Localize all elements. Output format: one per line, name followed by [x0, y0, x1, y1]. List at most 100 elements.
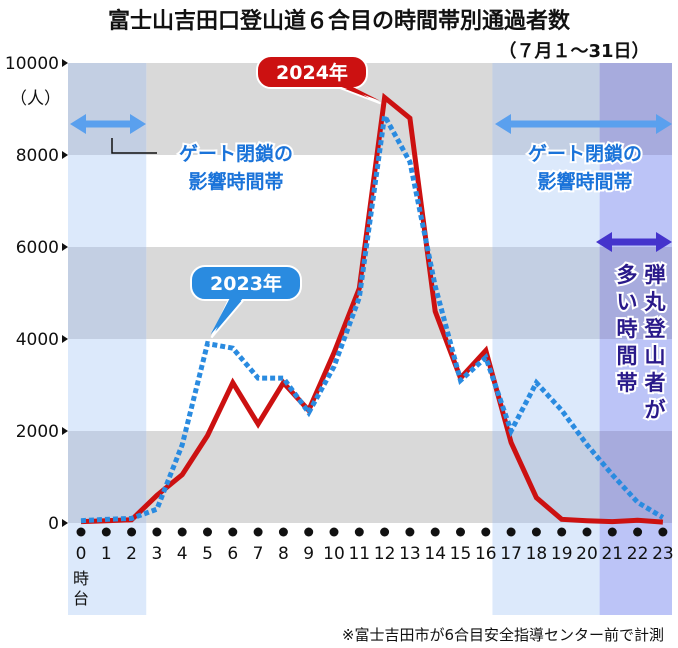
- x-tick-label-9: 9: [303, 544, 314, 564]
- footnote: ※富士吉田市が6合目安全指導センター前で計測: [342, 626, 664, 644]
- legend-pointer-fill-2023: [210, 296, 245, 335]
- x-tick-dot-14: [430, 527, 440, 537]
- x-tick-dot-4: [177, 527, 187, 537]
- legend-2024: 2024年: [256, 55, 382, 105]
- gate-left-annotation-line-0: ゲート閉鎖の: [179, 142, 293, 165]
- gate-left-overlap-2: [68, 431, 147, 523]
- x-tick-label-16: 16: [475, 544, 497, 564]
- x-tick-label-0: 0: [76, 544, 87, 564]
- gate-right-annotation-line-0: ゲート閉鎖の: [528, 142, 642, 165]
- x-axis-unit-label-1: 時: [73, 569, 89, 588]
- gate-left-annotation-line-1: 影響時間帯: [188, 170, 283, 193]
- x-tick-label-2: 2: [126, 544, 137, 564]
- x-tick-label-3: 3: [151, 544, 162, 564]
- x-tick-dot-22: [633, 527, 643, 537]
- x-tick-label-13: 13: [399, 544, 421, 564]
- gate-left-overlap-1: [68, 247, 147, 339]
- x-tick-label-21: 21: [601, 544, 623, 564]
- y-tick-0: [62, 519, 68, 527]
- x-tick-label-19: 19: [551, 544, 573, 564]
- x-tick-dot-3: [152, 527, 162, 537]
- x-tick-dot-13: [405, 527, 415, 537]
- bullet-annotation-col1-char-1: 丸: [644, 290, 667, 314]
- x-tick-dot-21: [607, 527, 617, 537]
- x-tick-label-8: 8: [278, 544, 289, 564]
- x-tick-dot-12: [380, 527, 390, 537]
- y-tick-label-8000: 8000: [16, 146, 59, 166]
- legend-box-2023: [190, 265, 302, 301]
- x-tick-dot-6: [228, 527, 238, 537]
- bullet-annotation-col1-char-3: 山: [645, 344, 666, 368]
- x-tick-label-4: 4: [177, 544, 188, 564]
- y-tick-label-2000: 2000: [16, 422, 59, 442]
- bullet-arrow-head-right: [656, 232, 672, 252]
- x-tick-label-10: 10: [323, 544, 345, 564]
- legend-pointer-fill-2024: [333, 84, 380, 101]
- bullet-arrow-head-left: [596, 232, 612, 252]
- gate-arrow-left-head-right: [130, 114, 146, 134]
- x-tick-label-23: 23: [652, 544, 674, 564]
- gate-left-overlap-0: [68, 63, 147, 155]
- bullet-annotation-col1-char-0: 弾: [645, 263, 666, 287]
- y-tick-6000: [62, 243, 68, 251]
- x-tick-dot-0: [76, 527, 86, 537]
- x-tick-label-11: 11: [348, 544, 370, 564]
- bullet-annotation-col1-char-4: 者: [645, 371, 666, 395]
- y-tick-label-10000: 10000: [5, 54, 59, 74]
- x-tick-dot-16: [481, 527, 491, 537]
- chart-title: 富士山吉田口登山道６合目の時間帯別通過者数: [108, 8, 571, 34]
- bullet-overlap-2: [599, 431, 672, 523]
- series-line-2024年: [80, 92, 664, 525]
- y-tick-label-0: 0: [48, 514, 59, 534]
- legend-2023: 2023年: [190, 265, 302, 339]
- bullet-annotation-col2-char-2: 時: [617, 317, 638, 341]
- gate-arrow-right: [495, 114, 672, 134]
- x-tick-label-5: 5: [202, 544, 213, 564]
- y-tick-8000: [62, 151, 68, 159]
- gate-right-annotation-line-1: 影響時間帯: [537, 170, 632, 193]
- bullet-overlap-0: [599, 63, 672, 155]
- legend-label-2023: 2023年: [210, 272, 282, 295]
- x-tick-dot-15: [456, 527, 465, 537]
- x-tick-label-1: 1: [101, 544, 112, 564]
- x-tick-dot-11: [354, 527, 364, 537]
- x-tick-label-20: 20: [576, 544, 598, 564]
- x-tick-label-18: 18: [526, 544, 548, 564]
- x-tick-label-22: 22: [627, 544, 649, 564]
- y-tick-label-6000: 6000: [16, 238, 59, 258]
- legend-label-2024: 2024年: [276, 61, 348, 84]
- bullet-annotation-col2-char-3: 間: [617, 344, 638, 368]
- gate-right-overlap-1: [492, 247, 600, 339]
- x-tick-dot-18: [531, 527, 541, 537]
- bullet-annotation-col1-char-5: が: [645, 398, 666, 422]
- chart-background: [68, 63, 672, 615]
- gate-arrow-right-head-left: [495, 114, 511, 134]
- chart-subtitle: （７月１～31日）: [498, 41, 649, 62]
- x-tick-dot-7: [253, 527, 263, 537]
- x-tick-label-14: 14: [424, 544, 446, 564]
- x-tick-dot-19: [557, 527, 567, 537]
- gate-arrow-right-head-right: [656, 114, 672, 134]
- series-lines: [80, 92, 665, 525]
- y-tick-label-4000: 4000: [16, 330, 59, 350]
- x-tick-label-15: 15: [450, 544, 472, 564]
- gate-right-overlap-0: [492, 63, 600, 155]
- x-tick-label-17: 17: [500, 544, 522, 564]
- x-tick-dot-5: [203, 527, 212, 537]
- x-tick-dot-1: [101, 527, 111, 537]
- y-axis-unit-label: （人）: [10, 89, 61, 109]
- x-tick-dot-9: [304, 527, 314, 537]
- x-tick-dot-23: [658, 527, 668, 537]
- bullet-annotation-col2-char-4: 帯: [617, 371, 638, 395]
- y-tick-4000: [62, 335, 68, 343]
- bullet-annotation-col1-char-2: 登: [644, 317, 667, 341]
- x-tick-dot-8: [278, 527, 288, 537]
- series-line-2023年: [80, 108, 665, 524]
- legend-box-2024: [256, 55, 368, 89]
- x-tick-dot-2: [127, 527, 137, 537]
- x-tick-label-12: 12: [374, 544, 396, 564]
- y-tick-2000: [62, 427, 68, 435]
